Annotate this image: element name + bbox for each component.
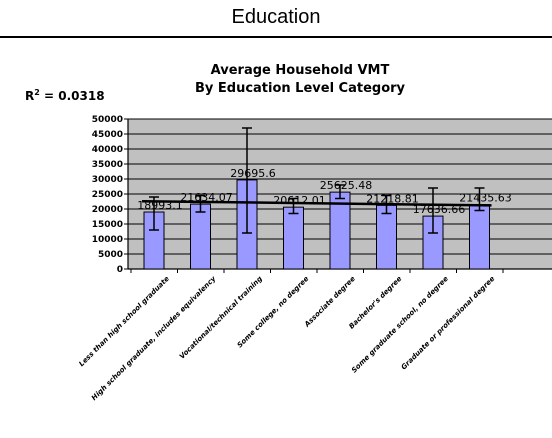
bar [283, 206, 304, 270]
data-label: 17636.66 [413, 203, 466, 216]
y-tick-label: 20000 [92, 205, 123, 215]
data-label: 20612.01 [273, 194, 326, 207]
y-tick-label: 25000 [92, 190, 123, 200]
y-tick-label: 5000 [98, 250, 123, 260]
x-category-label: Bachelor's degree [347, 275, 403, 331]
bar [190, 203, 211, 270]
chart-title: Average Household VMT [211, 63, 390, 78]
data-label: 29695.6 [230, 167, 276, 180]
y-tick-label: 40000 [92, 145, 123, 155]
y-tick-label: 50000 [92, 115, 123, 125]
bar [376, 204, 397, 270]
y-tick-label: 30000 [92, 175, 123, 185]
data-label: 21634.07 [180, 191, 233, 204]
y-tick-label: 0 [117, 265, 123, 275]
x-category-label: Associate degree [302, 275, 357, 330]
data-label: 21218.81 [366, 192, 419, 205]
plot-area: 0 5000 10000 15000 20000 25000 30000 35000 40000… [78, 115, 552, 402]
bar [469, 204, 490, 270]
y-tick-label: 45000 [92, 130, 123, 140]
r-squared-value: = 0.0318 [40, 89, 105, 103]
x-category-label: Vocational/technical training [178, 275, 264, 361]
y-tick-label: 35000 [92, 160, 123, 170]
chart-subtitle: By Education Level Category [195, 81, 406, 96]
r-squared-sup: 2 [34, 88, 40, 97]
title-divider [0, 36, 552, 38]
x-category-label: Less than high school graduate [78, 275, 172, 369]
page-title: Education [231, 6, 321, 28]
r-squared-label: R2 = 0.0318 [25, 88, 105, 103]
x-category-label: Graduate or professional degree [400, 275, 497, 372]
data-label: 25625.48 [320, 179, 373, 192]
r-squared-r: R [25, 89, 34, 103]
y-tick-label: 15000 [92, 220, 123, 230]
data-label: 18993.1 [137, 199, 183, 212]
x-category-label: Some graduate school, no degree [350, 275, 450, 375]
y-tick-label: 10000 [92, 235, 123, 245]
data-label: 21435.63 [459, 192, 512, 205]
